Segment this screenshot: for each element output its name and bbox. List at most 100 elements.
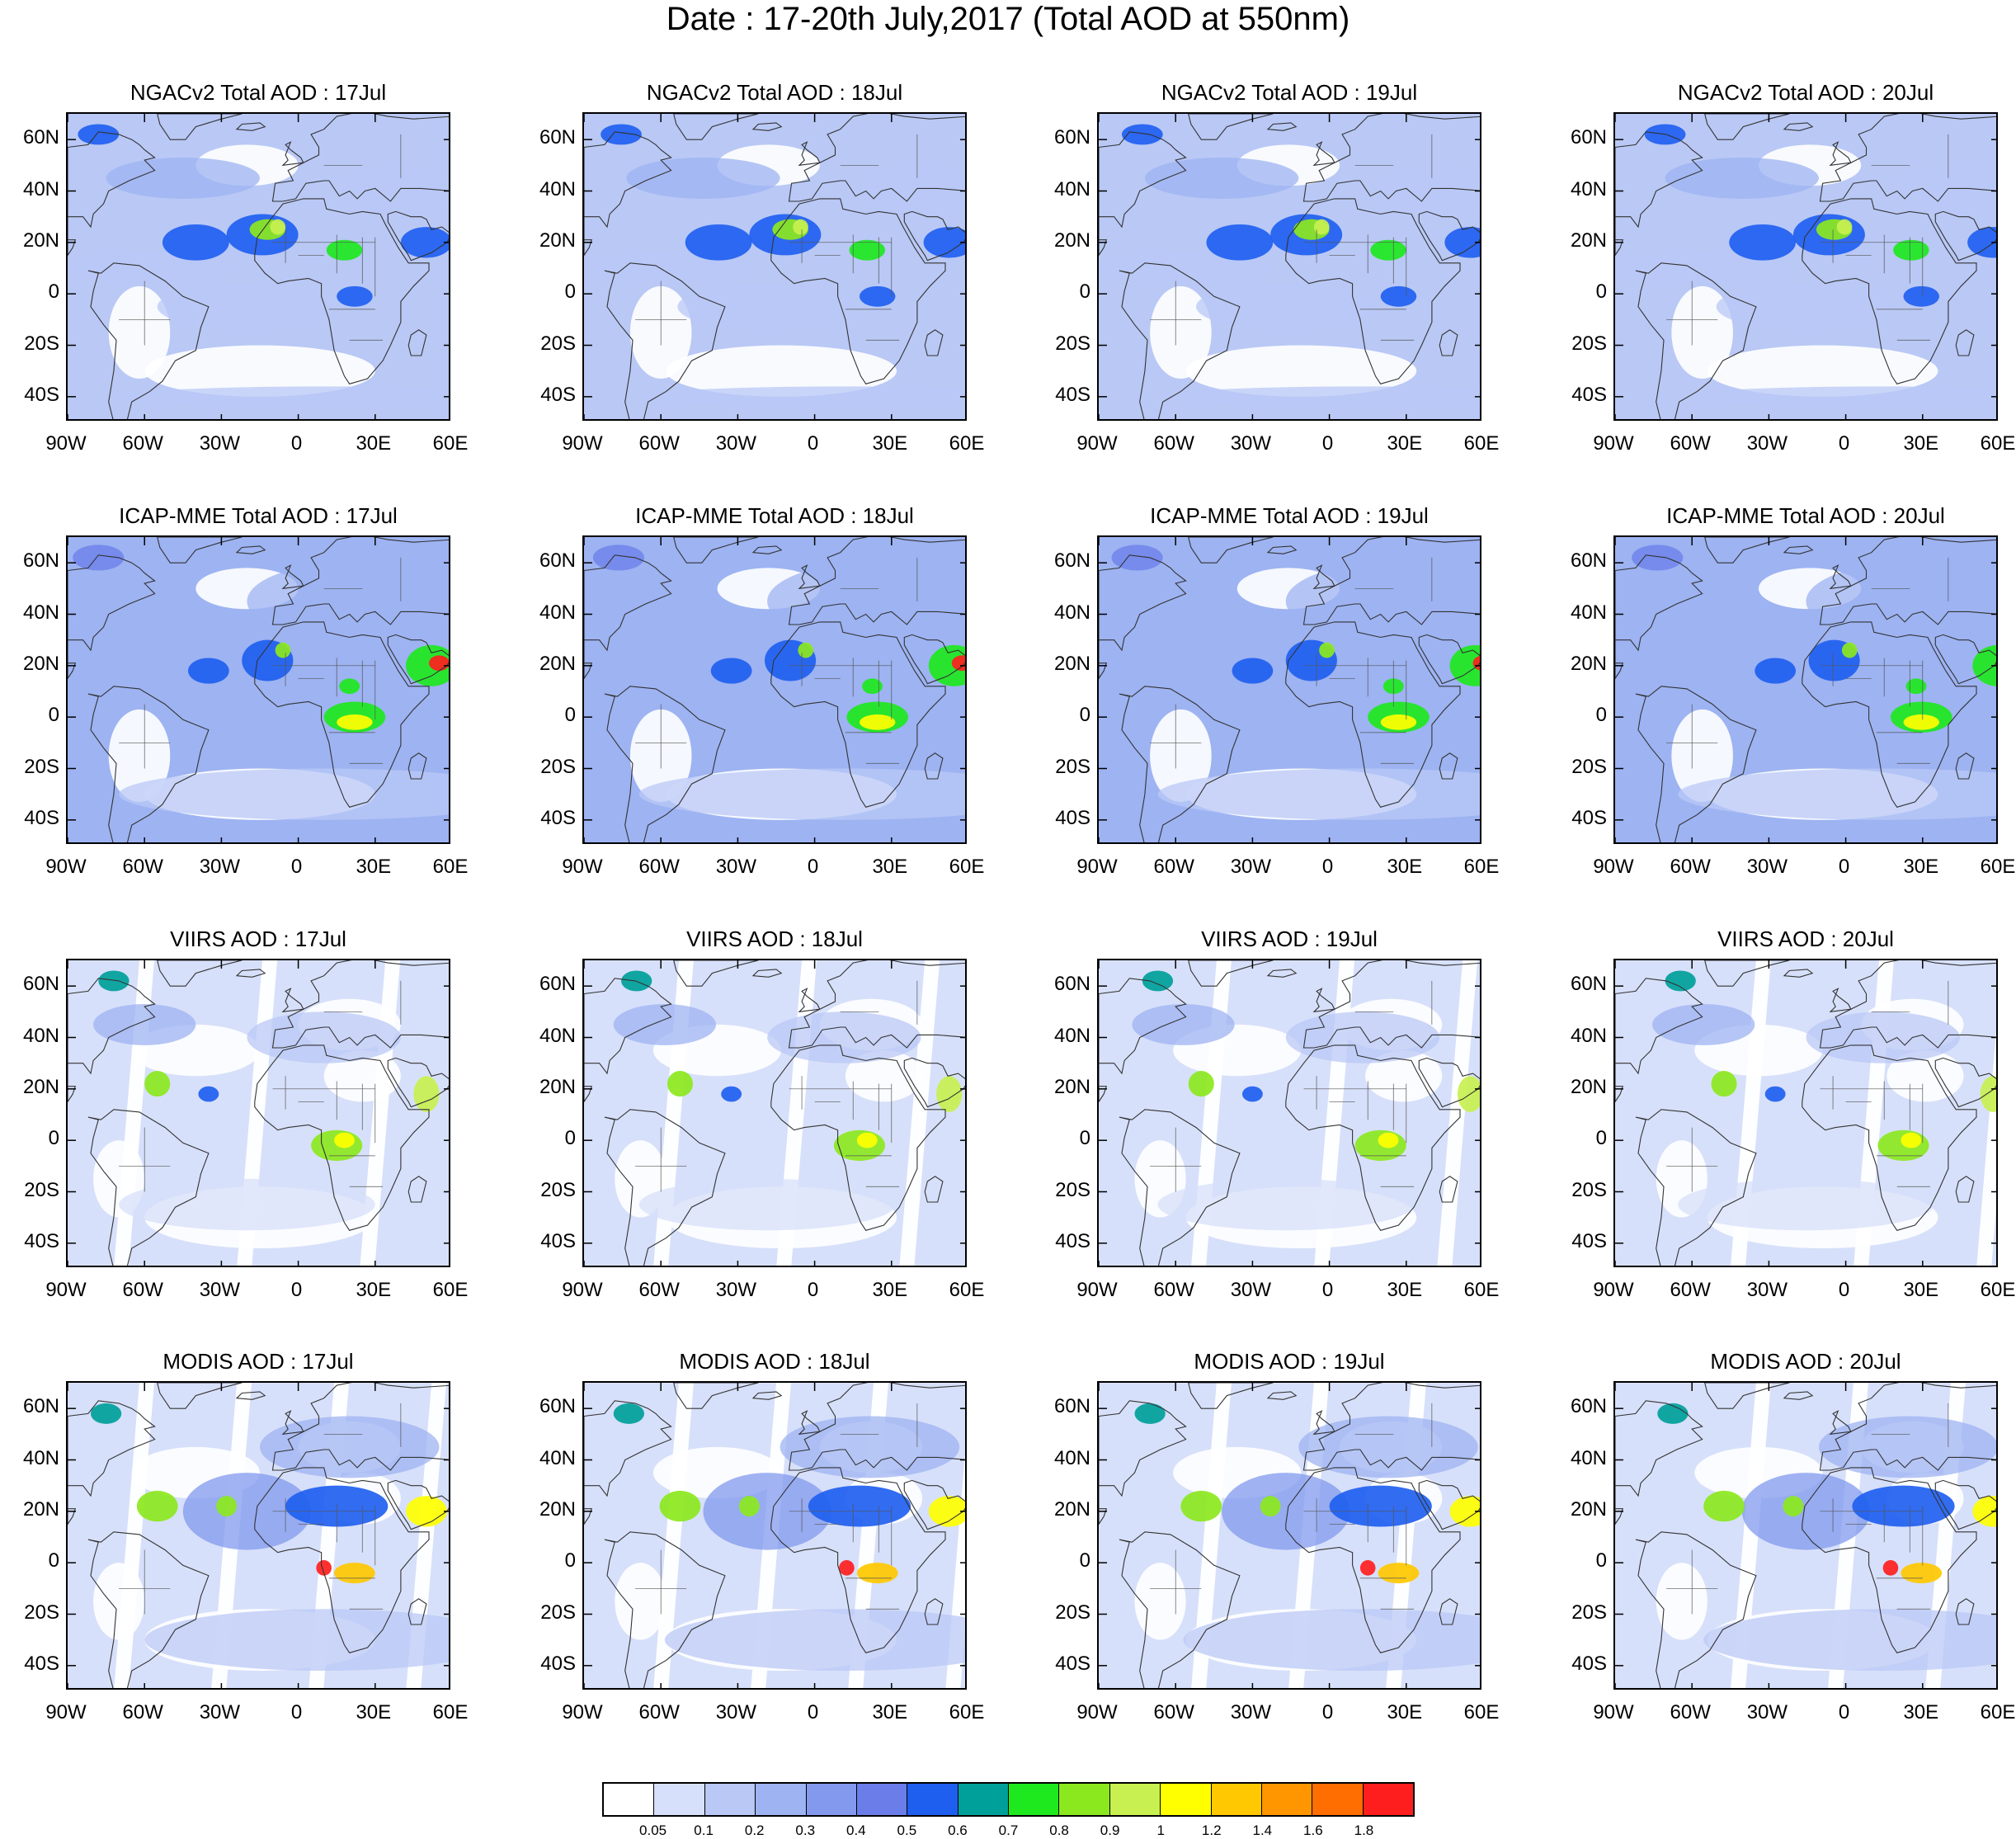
lon-tick-label: 30E [356,1701,392,1723]
lon-tick-label: 60W [122,856,163,878]
lat-tick-label: 60N [22,1395,59,1418]
lat-tick-label: 40S [1055,1652,1090,1675]
lon-tick-label: 60E [1980,1279,2016,1301]
lat-tick-label: 40N [539,601,576,624]
map-canvas [582,959,967,1267]
lon-tick-label: 90W [45,432,87,455]
tick-marks [68,114,449,419]
lat-tick-label: 40S [540,1652,576,1675]
tick-marks [584,537,965,842]
lon-tick-label: 30W [1230,856,1272,878]
lat-tick-label: 40S [24,383,59,406]
aerosol-plumes [613,1403,965,1672]
colorbar-label: 0.1 [694,1822,714,1838]
lon-tick-label: 60W [1153,856,1194,878]
lon-tick-label: 30W [1746,856,1788,878]
aerosol-plumes [1657,1403,1996,1672]
lat-tick-label: 20N [1053,652,1090,675]
aerosol-plumes [1632,545,1996,820]
colorbar-swatch [806,1784,857,1815]
lon-tick-label: 90W [45,856,87,878]
aod-field [584,537,965,842]
figure-title: Date : 17-20th July,2017 (Total AOD at 5… [666,1,1350,37]
map-canvas [66,535,450,844]
lon-tick-label: 90W [562,856,603,878]
map-canvas [582,1381,967,1690]
map-panel: MODIS AOD : 17Jul 60N 40N 20N 0 20S 40S 90W 60W 3… [23,1349,468,1723]
coastlines [68,1383,449,1688]
lat-tick-label: 40S [540,383,576,406]
panel-title: VIIRS AOD : 20Jul [1717,927,1894,951]
lon-tick-label: 90W [1593,856,1634,878]
lat-tick-label: 20N [1053,1497,1090,1521]
lat-tick-label: 60N [539,1395,576,1418]
lon-tick-label: 60E [1463,1701,1500,1723]
lon-tick-label: 0 [1838,1701,1850,1723]
lat-tick-label: 20S [540,332,576,355]
lon-tick-label: 30W [1746,1279,1788,1301]
lat-tick-label: 20N [1570,1497,1607,1521]
tick-marks [1099,1383,1480,1688]
lat-tick-label: 40N [1570,601,1607,624]
colorbar-label: 0.4 [845,1822,866,1838]
lat-tick-label: 20S [1571,1178,1607,1201]
lat-tick-label: 40N [22,1446,59,1469]
panel-title: MODIS AOD : 19Jul [1194,1349,1385,1374]
lat-tick-label: 20S [24,332,59,355]
lat-tick-label: 20N [539,229,576,252]
lon-tick-label: 60W [638,1279,680,1301]
aerosol-plumes [1111,545,1480,820]
lat-tick-label: 40S [1571,383,1607,406]
lat-tick-label: 60N [1053,1395,1090,1418]
lon-tick-label: 0 [807,432,819,455]
lat-tick-label: 20N [22,229,59,252]
lat-tick-label: 20N [22,1497,59,1521]
lat-tick-label: 20S [1055,1178,1090,1201]
lon-tick-label: 0 [807,1701,819,1723]
tick-marks [68,960,449,1266]
map-canvas [1613,959,1998,1267]
lat-tick-label: 60N [1570,549,1607,573]
colorbar-swatch [1312,1784,1364,1815]
map-panel: ICAP-MME Total AOD : 18Jul 60N 40N 20N 0 20S 4… [539,503,984,877]
aod-field [1099,1383,1480,1688]
lat-tick-label: 20S [1571,755,1607,778]
lon-tick-label: 60W [1670,1701,1711,1723]
tick-marks [1615,114,1996,419]
lat-tick-label: 60N [22,549,59,573]
coastlines [584,960,965,1266]
lon-tick-label: 30E [1387,432,1423,455]
coastlines [1099,537,1480,842]
lon-tick-label: 0 [807,856,819,878]
aerosol-plumes [592,545,965,820]
aod-field [1615,960,1996,1266]
lon-tick-label: 0 [1321,1279,1334,1301]
colorbar-label: 0.2 [744,1822,765,1838]
lon-tick-label: 60E [949,856,985,878]
lon-tick-label: 90W [562,1701,603,1723]
aod-field [68,537,449,842]
lat-tick-label: 40N [539,1446,576,1469]
tick-marks [1615,960,1996,1266]
lat-tick-label: 20N [1053,1075,1090,1098]
lat-tick-label: 60N [539,973,576,996]
lat-tick-label: 0 [564,704,576,727]
lon-tick-label: 60W [122,1701,163,1723]
coastlines [1615,537,1996,842]
lat-tick-label: 20S [24,1178,59,1201]
lat-tick-label: 20S [540,1178,576,1201]
aod-field [1615,537,1996,842]
lat-tick-label: 40N [22,1024,59,1047]
panel-title: VIIRS AOD : 19Jul [1201,927,1378,951]
lon-tick-label: 60E [1980,432,2016,455]
lon-tick-label: 60E [949,1279,985,1301]
lon-tick-label: 30E [1903,432,1939,455]
lat-tick-label: 0 [1595,704,1607,727]
aerosol-plumes [93,970,440,1231]
lon-tick-label: 60W [1670,432,1711,455]
lat-tick-label: 60N [1053,126,1090,149]
lon-tick-label: 60W [1153,1279,1194,1301]
lat-tick-label: 20S [1055,332,1090,355]
aerosol-plumes [584,124,965,408]
lon-tick-label: 30W [715,1701,757,1723]
